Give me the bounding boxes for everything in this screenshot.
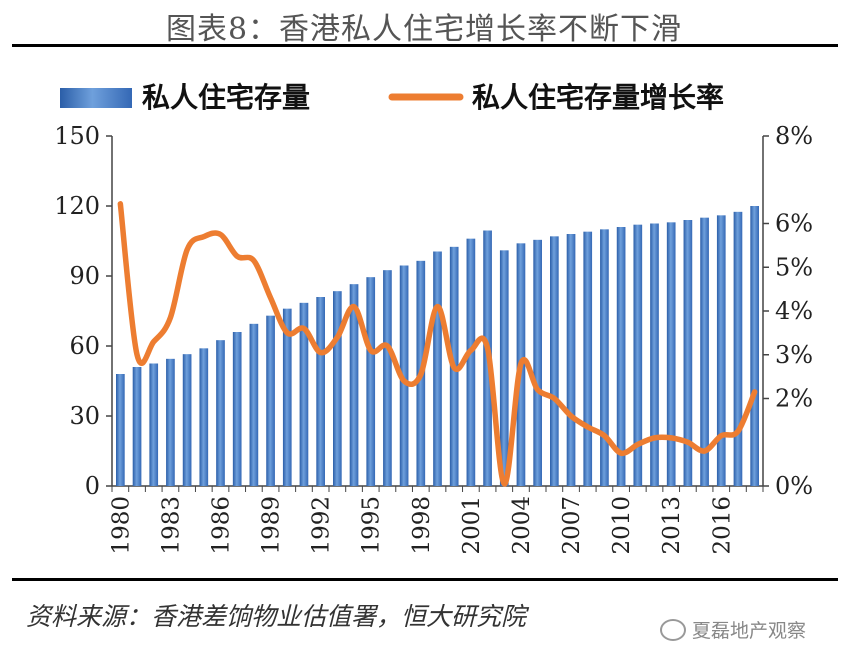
x-tick-label-2013: 2013 (659, 496, 685, 555)
bar-2006 (550, 236, 559, 486)
bar-2007 (566, 234, 576, 486)
bar-2013 (666, 222, 676, 487)
bar-1996 (383, 270, 392, 486)
x-tick-label-1995: 1995 (359, 496, 385, 555)
bar-2012 (650, 223, 659, 486)
bar-1980 (116, 374, 125, 486)
x-tick-label-2016: 2016 (709, 496, 735, 555)
bars (116, 206, 759, 487)
legend-swatch-bars (60, 88, 132, 108)
bar-2003 (499, 250, 509, 486)
bar-1989 (266, 315, 275, 486)
bar-1988 (249, 323, 259, 486)
bar-1981 (132, 367, 142, 486)
title-rule (12, 44, 838, 47)
bar-2016 (716, 215, 726, 487)
right-tick-label: 0% (775, 472, 813, 500)
bar-2010 (616, 227, 626, 486)
bar-2001 (466, 238, 476, 486)
left-tick-label: 90 (69, 262, 100, 290)
watermark-text: 夏磊地产观察 (692, 620, 807, 642)
x-tick-labels: 1980 1983 1986 1989 1992 1995 1998 2001 2004 2007… (108, 496, 735, 555)
x-tick-label-1998: 1998 (409, 496, 435, 555)
bar-1994 (349, 284, 359, 486)
x-tick-label-1986: 1986 (209, 496, 235, 555)
wechat-icon (660, 618, 686, 641)
bar-1983 (166, 358, 175, 486)
x-tick-label-1989: 1989 (259, 496, 285, 555)
bar-2008 (583, 231, 593, 486)
axes: 0 30 60 90 120 150 0% 2% 3% 4% 5% 6% 8% (54, 122, 813, 500)
x-tick-label-2007: 2007 (559, 496, 585, 555)
bar-1995 (366, 277, 376, 486)
growth-line-group (117, 201, 758, 487)
bottom-rule (12, 578, 838, 581)
chart-title: 图表8：香港私人住宅增长率不断下滑 (165, 12, 683, 47)
x-tick-label-1983: 1983 (158, 496, 184, 555)
bar-2005 (533, 239, 542, 486)
left-tick-label: 0 (85, 472, 100, 500)
bar-1997 (399, 265, 409, 486)
bar-2017 (733, 211, 743, 487)
bar-1999 (433, 251, 442, 486)
bar-1984 (182, 354, 192, 486)
watermark: 夏磊地产观察 (660, 616, 806, 643)
bar-1985 (199, 348, 209, 486)
right-tick-label: 2% (775, 385, 813, 413)
x-tick-label-1992: 1992 (309, 496, 335, 555)
chart: 私人住宅存量 私人住宅存量增长率 0 30 60 90 120 150 0% 2% 3% 4% 5%… (54, 81, 813, 555)
source-note: 资料来源：香港差饷物业估值署，恒大研究院 (26, 602, 527, 631)
bar-1986 (216, 340, 225, 486)
bar-1987 (232, 332, 242, 486)
legend: 私人住宅存量 私人住宅存量增长率 (60, 81, 724, 114)
right-tick-label: 6% (775, 210, 813, 238)
x-tick-label-2010: 2010 (609, 496, 635, 555)
legend-label-bars: 私人住宅存量 (142, 81, 310, 114)
left-tick-label: 60 (69, 332, 100, 360)
x-tick-label-2001: 2001 (459, 496, 485, 555)
bar-2009 (600, 229, 609, 487)
right-tick-label: 3% (775, 341, 813, 369)
right-tick-label: 8% (775, 122, 813, 150)
bar-1990 (282, 308, 292, 486)
bar-1982 (149, 363, 159, 486)
left-tick-label: 30 (69, 402, 100, 430)
bar-1993 (333, 291, 342, 486)
bar-2011 (633, 224, 643, 486)
bar-1992 (316, 297, 325, 486)
bar-2014 (683, 220, 693, 486)
right-tick-label: 5% (775, 253, 813, 281)
bar-1991 (299, 302, 309, 486)
right-tick-label: 4% (775, 297, 813, 325)
bar-2015 (700, 217, 709, 486)
legend-label-line: 私人住宅存量增长率 (472, 81, 724, 114)
x-tick-label-1980: 1980 (108, 496, 134, 555)
bar-2018 (750, 206, 759, 486)
left-tick-label: 120 (54, 192, 100, 220)
left-tick-label: 150 (54, 122, 100, 150)
x-tick-label-2004: 2004 (509, 496, 535, 555)
